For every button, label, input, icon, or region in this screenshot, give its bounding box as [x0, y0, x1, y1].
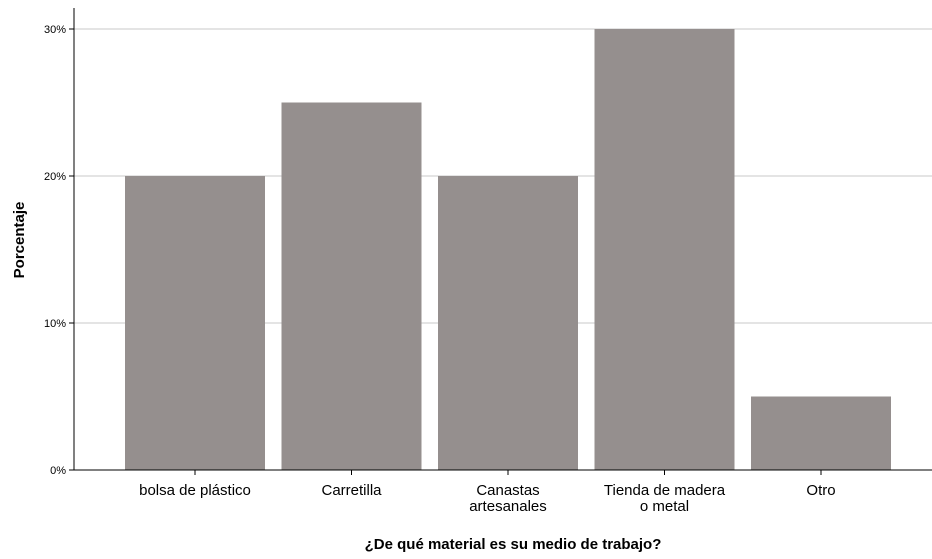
x-category-label-line: bolsa de plástico — [139, 482, 251, 499]
x-category-label-line: Otro — [806, 482, 835, 499]
x-category-label-4: Otro — [806, 482, 835, 499]
bar-3 — [594, 29, 735, 470]
bar-2 — [438, 176, 578, 470]
y-tick-label-20: 20% — [44, 171, 66, 183]
x-category-label-0: bolsa de plástico — [139, 482, 251, 499]
x-category-labels: bolsa de plástico Carretilla Canastas artes… — [139, 482, 835, 515]
x-category-label-line: o metal — [640, 498, 689, 515]
y-tick-labels: 0% 10% 20% 30% — [44, 24, 66, 477]
x-category-label-1: Carretilla — [321, 482, 382, 499]
y-axis-title: Porcentaje — [11, 202, 28, 279]
x-category-label-line: Carretilla — [321, 482, 382, 499]
x-category-label-2: Canastas artesanales — [469, 482, 547, 515]
x-category-label-line: Canastas — [476, 482, 539, 499]
x-category-label-line: artesanales — [469, 498, 547, 515]
axes — [69, 8, 932, 475]
bars — [125, 29, 891, 470]
bar-4 — [751, 396, 891, 470]
x-axis-title: ¿De qué material es su medio de trabajo? — [365, 536, 662, 553]
x-category-label-3: Tienda de madera o metal — [604, 482, 726, 515]
bar-0 — [125, 176, 265, 470]
y-tick-label-30: 30% — [44, 24, 66, 36]
bar-1 — [281, 102, 422, 470]
y-tick-label-0: 0% — [50, 465, 66, 477]
x-category-label-line: Tienda de madera — [604, 482, 726, 499]
y-tick-label-10: 10% — [44, 318, 66, 330]
